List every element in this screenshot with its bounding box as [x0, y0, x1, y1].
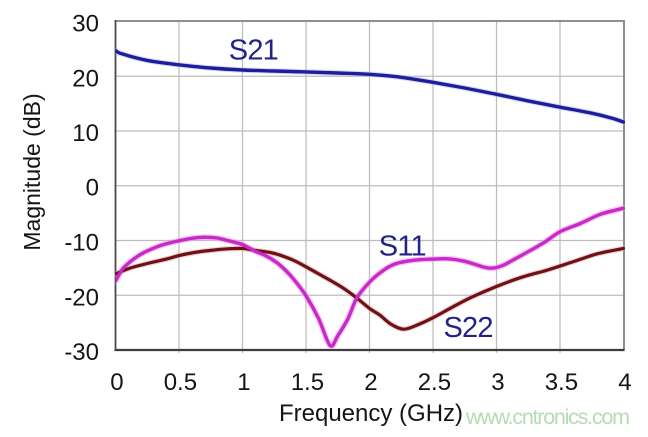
- svg-text:-10: -10: [64, 230, 99, 257]
- svg-text:www.cntronics.com: www.cntronics.com: [465, 405, 630, 429]
- svg-text:10: 10: [72, 120, 99, 147]
- svg-text:30: 30: [72, 11, 99, 38]
- svg-text:S11: S11: [379, 231, 426, 263]
- svg-text:3: 3: [491, 369, 504, 396]
- svg-text:2: 2: [364, 369, 377, 396]
- svg-text:-20: -20: [64, 284, 99, 311]
- svg-text:0: 0: [110, 369, 123, 396]
- svg-text:0.5: 0.5: [164, 369, 197, 396]
- svg-text:S21: S21: [229, 35, 278, 67]
- svg-text:-30: -30: [64, 339, 99, 366]
- svg-text:20: 20: [72, 65, 99, 92]
- svg-text:3.5: 3.5: [545, 369, 578, 396]
- svg-text:Magnitude (dB): Magnitude (dB): [19, 93, 45, 250]
- svg-text:1: 1: [237, 369, 250, 396]
- svg-text:Frequency (GHz): Frequency (GHz): [279, 400, 463, 427]
- svg-text:0: 0: [86, 175, 99, 202]
- svg-text:1.5: 1.5: [291, 369, 324, 396]
- svg-text:2.5: 2.5: [418, 369, 451, 396]
- svg-text:S22: S22: [444, 312, 493, 344]
- svg-text:4: 4: [618, 369, 631, 396]
